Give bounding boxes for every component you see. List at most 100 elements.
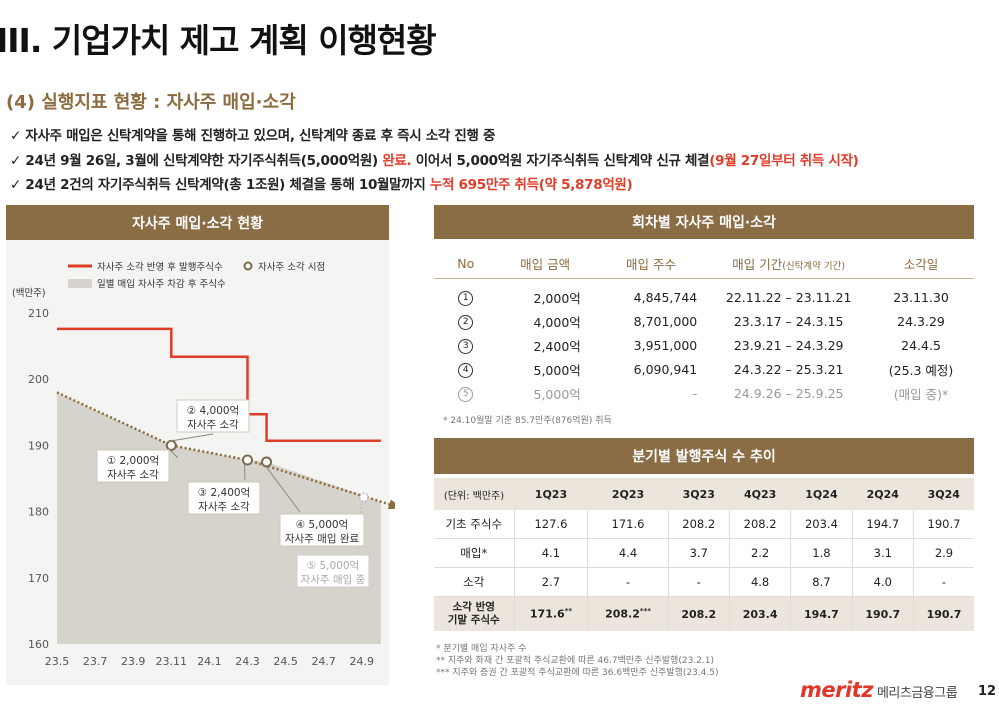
col-retire: 소각일: [868, 248, 974, 279]
cell-value: 203.4: [728, 596, 791, 631]
cell-value: 3.7: [667, 538, 730, 568]
cell-value: 1.8: [790, 538, 853, 568]
shares-total-row: 소각 반영 기말 주식수 171.6** 208.2*** 208.2 203.4 194.…: [434, 596, 974, 631]
callout-desc: 자사주 소각: [107, 469, 159, 481]
callout-amount: ③ 2,400억: [198, 487, 250, 499]
buyback-row: 3 2,400억 3,951,000 23.9.21 – 24.3.29 24.4.5: [434, 333, 974, 357]
cell-amount: 5,000억: [533, 362, 581, 378]
row-label: 매입*: [434, 538, 514, 568]
quarter-header: 4Q23: [729, 478, 791, 510]
cell-value: 203.4: [790, 510, 853, 539]
cell-amount: 2,400억: [533, 338, 581, 354]
callout-box: [96, 449, 170, 483]
buyback-table-header: 회차별 자사주 매입·소각: [434, 205, 974, 239]
legend-marker-swatch: [243, 261, 253, 271]
callout-box: [279, 513, 365, 547]
callout-amount: ④ 5,000억: [296, 519, 348, 531]
quarter-header: 3Q24: [913, 478, 974, 510]
shares-row: 매입* 4.1 4.4 3.7 2.2 1.8 3.1 2.9: [434, 538, 974, 568]
retirement-marker: [242, 454, 253, 466]
row-number-badge: 1: [458, 291, 474, 306]
callout-box: [187, 481, 261, 515]
buyback-chart: 자사주 소각 반영 후 발행주식수 자사주 소각 시점 일별 매입 자사주 차감…: [12, 261, 395, 668]
cell-no: 1: [434, 279, 498, 310]
cell-value: 127.6: [513, 510, 588, 539]
brand-logo: meritz 메리츠금융그룹: [800, 678, 958, 702]
check-icon: ✓: [10, 128, 22, 144]
callout-desc: 자사주 매입 중: [301, 573, 366, 586]
bullet-highlight: 누적 695만주 취득(약 5,878억원): [429, 177, 633, 193]
buyback-row: 5 5,000억 - 24.9.26 – 25.9.25 (매입 중)*: [434, 381, 974, 405]
cell-retire: 24.3.29: [897, 313, 945, 329]
cell-period: 23.3.17 – 24.3.15: [733, 313, 844, 329]
callout-leader: [167, 448, 179, 459]
cell-period: 23.9.21 – 24.3.29: [733, 337, 844, 353]
cell-value: 194.7: [851, 510, 914, 539]
cell-value: 171.6**: [513, 596, 588, 631]
cell-shares: 8,701,000: [633, 313, 698, 329]
callout-amount: ⑤ 5,000억: [307, 560, 359, 572]
callout-desc: 자사주 매입 완료: [285, 532, 360, 545]
chart-header: 자사주 매입·소각 현황: [6, 205, 389, 240]
row-number-badge: 2: [458, 315, 474, 330]
cell-retire: 24.4.5: [901, 337, 941, 353]
section-subtitle: (4) 실행지표 현황 : 자사주 매입·소각: [6, 92, 296, 113]
col-no: No: [434, 248, 498, 279]
callout-box: [296, 554, 370, 588]
row-label: 기초 주식수: [434, 510, 514, 539]
cell-amount: 2,000억: [533, 290, 581, 306]
cell-shares: 3,951,000: [633, 337, 698, 353]
cell-value: 4.0: [851, 567, 914, 597]
shares-table: (단위: 백만주) 1Q23 2Q23 3Q23 4Q23 1Q24 2Q24 3Q24 기초…: [434, 478, 974, 631]
row-number-badge: 5: [458, 387, 474, 402]
cell-retire: 23.11.30: [893, 289, 949, 305]
callout-desc: 자사주 소각: [198, 501, 250, 513]
cell-retire: (25.3 예정): [888, 362, 954, 378]
cell-amount: 5,000억: [533, 386, 581, 402]
cell-value: 3.1: [851, 538, 914, 568]
cell-value: 8.7: [790, 567, 853, 597]
bullet-3: ✓ 24년 2건의 자기주식취득 신탁계약(총 1조원) 체결을 통해 10월말…: [10, 173, 633, 193]
pending-marker: [359, 492, 369, 503]
legend-marker-label: 자사주 소각 시점: [258, 261, 325, 273]
cell-value: -: [667, 567, 730, 597]
cell-value: 208.2: [728, 510, 791, 539]
cell-retire: (매입 중)*: [893, 386, 949, 402]
cell-value: 208.2: [667, 510, 730, 539]
cell-value: 194.7: [790, 596, 853, 631]
quarter-header: 1Q23: [514, 478, 588, 510]
cell-value: -: [587, 567, 669, 597]
buyback-note: * 24.10월말 기준 85.7만주(876억원) 취득: [443, 416, 612, 426]
shares-notes: * 분기별 매입 자사주 수 ** 지주와 화재 간 포괄적 주식교환에 따른 4…: [436, 643, 719, 679]
shares-row: 기초 주식수 127.6 171.6 208.2 208.2 203.4 194.7 190.…: [434, 510, 974, 539]
cell-value: 190.7: [912, 596, 974, 631]
footnote: *** 지주와 증권 간 포괄적 주식교환에 따른 36.6백만주 신주발행(2…: [436, 668, 719, 678]
cell-value: 2.7: [513, 567, 588, 597]
row-number-badge: 4: [458, 363, 474, 378]
cell-value: 171.6: [587, 510, 669, 539]
callout-leader: [168, 433, 214, 442]
y-tick-label: 170: [28, 572, 49, 585]
col-shares: 매입 주수: [592, 248, 710, 279]
legend-area-swatch: [68, 279, 92, 288]
cell-no: 2: [434, 309, 498, 333]
legend-area-label: 일별 매입 자사주 차감 후 주식수: [97, 278, 226, 290]
callout-box: [176, 399, 250, 433]
bullet-text: 24년 2건의 자기주식취득 신탁계약(총 1조원) 체결을 통해 10월말까지: [25, 177, 430, 193]
bullet-text: 24년 9월 26일, 3월에 신탁계약한 자기주식취득(5,000억원): [25, 153, 383, 169]
cell-value: 4.8: [728, 567, 791, 597]
cell-value: 190.7: [912, 510, 974, 539]
row-number-badge: 3: [458, 339, 474, 354]
retirement-marker: [165, 439, 177, 451]
cell-period: 24.9.26 – 25.9.25: [733, 385, 844, 401]
cell-value: 208.2***: [587, 596, 669, 631]
check-icon: ✓: [10, 177, 22, 193]
callout-leader: [265, 465, 301, 513]
row-label: 소각 반영 기말 주식수: [434, 596, 514, 631]
cell-value: 2.9: [912, 538, 974, 568]
callout-leader: [244, 463, 246, 481]
quarter-header: 3Q23: [668, 478, 730, 510]
cell-shares: 4,845,744: [633, 289, 698, 305]
callout-amount: ① 2,000억: [107, 455, 159, 467]
